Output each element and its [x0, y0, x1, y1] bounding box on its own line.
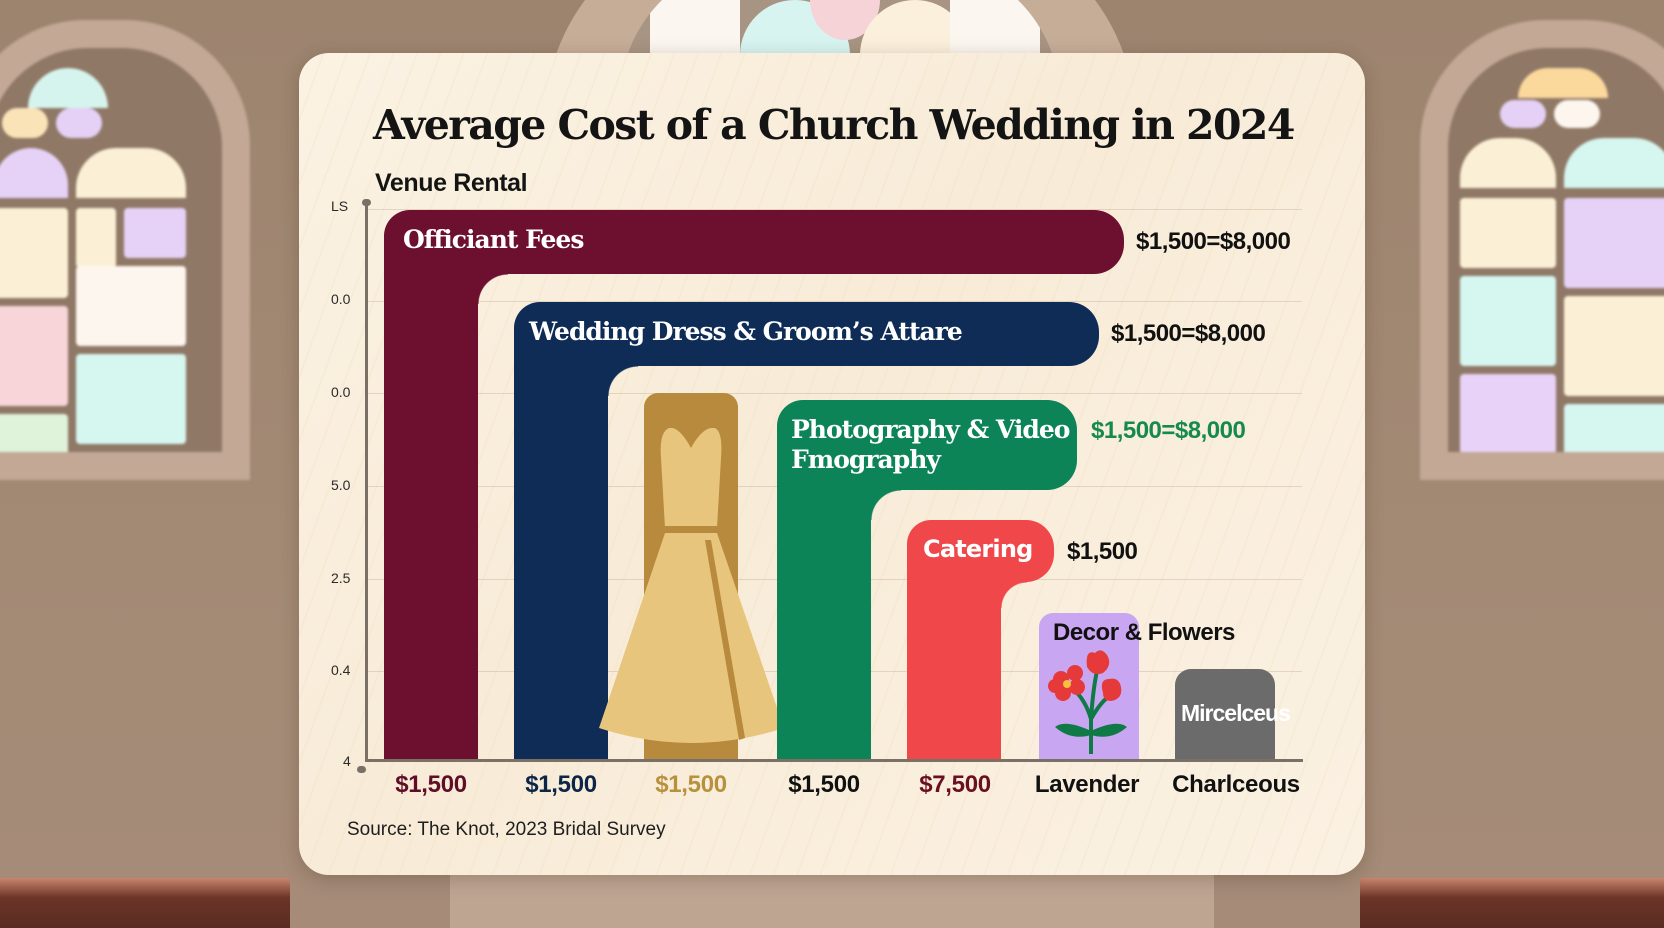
x-tick-label: $1,500 [788, 771, 860, 798]
wedding-dress-icon [599, 428, 784, 743]
x-tick-label: $7,500 [919, 771, 991, 798]
chart-title: Average Cost of a Church Wedding in 2024 [373, 101, 1295, 149]
chart-subtitle: Venue Rental [375, 169, 528, 197]
range-label: $1,500=$8,000 [1091, 417, 1246, 444]
axis-dot [362, 199, 371, 206]
bar-label: Officiant Fees [403, 225, 584, 254]
gridline [368, 301, 1302, 302]
pew-left [0, 878, 290, 928]
x-tick-label: $1,500 [395, 771, 467, 798]
source-note: Source: The Knot, 2023 Bridal Survey [347, 819, 666, 840]
bar-officiant-fees[interactable]: Officiant Fees [384, 210, 1124, 760]
bar-photography-video[interactable]: Photography & Video Fmography [777, 400, 1077, 760]
bar-label: Mircelceus [1181, 700, 1291, 726]
y-axis [365, 202, 368, 762]
x-tick-label: $1,500 [525, 771, 597, 798]
bar-label: Decor & Flowers [1053, 619, 1235, 646]
bar-label: Photography & Video [791, 415, 1070, 444]
bar-label: Fmography [791, 445, 941, 474]
bar-wedding-attire[interactable]: Wedding Dress & Groom’s Attare [514, 302, 1099, 760]
axis-dot [357, 766, 366, 773]
y-tick-label: 0.4 [331, 662, 351, 678]
y-tick-label: 4 [343, 753, 351, 769]
gridline [368, 209, 1302, 210]
range-label: $1,500=$8,000 [1111, 320, 1266, 347]
bar-label: Catering [923, 535, 1033, 563]
y-tick-label: 0.0 [331, 384, 351, 400]
x-tick-label: Lavender [1034, 771, 1140, 798]
pew-right [1360, 878, 1664, 928]
range-label: $1,500=$8,000 [1136, 228, 1291, 255]
bar-label: Wedding Dress & Groom’s Attare [529, 317, 963, 346]
x-tick-label: $1,500 [655, 771, 727, 798]
stained-glass-window-right [1420, 20, 1664, 480]
y-tick-label: 5.0 [331, 477, 351, 493]
x-axis [365, 759, 1303, 762]
y-tick-label: LS [331, 198, 349, 214]
bar-catering[interactable]: Catering [907, 520, 1054, 760]
gridline [368, 393, 1302, 394]
range-label: $1,500 [1067, 538, 1138, 565]
bar-miscellaneous[interactable] [1175, 669, 1275, 760]
stained-glass-window-left [0, 20, 250, 480]
y-tick-label: 0.0 [331, 291, 351, 307]
chart-card: Average Cost of a Church Wedding in 2024… [299, 53, 1365, 875]
x-tick-label: Charlceous [1172, 771, 1300, 798]
y-tick-label: 2.5 [331, 570, 351, 586]
flower-bouquet-icon [1048, 650, 1127, 754]
